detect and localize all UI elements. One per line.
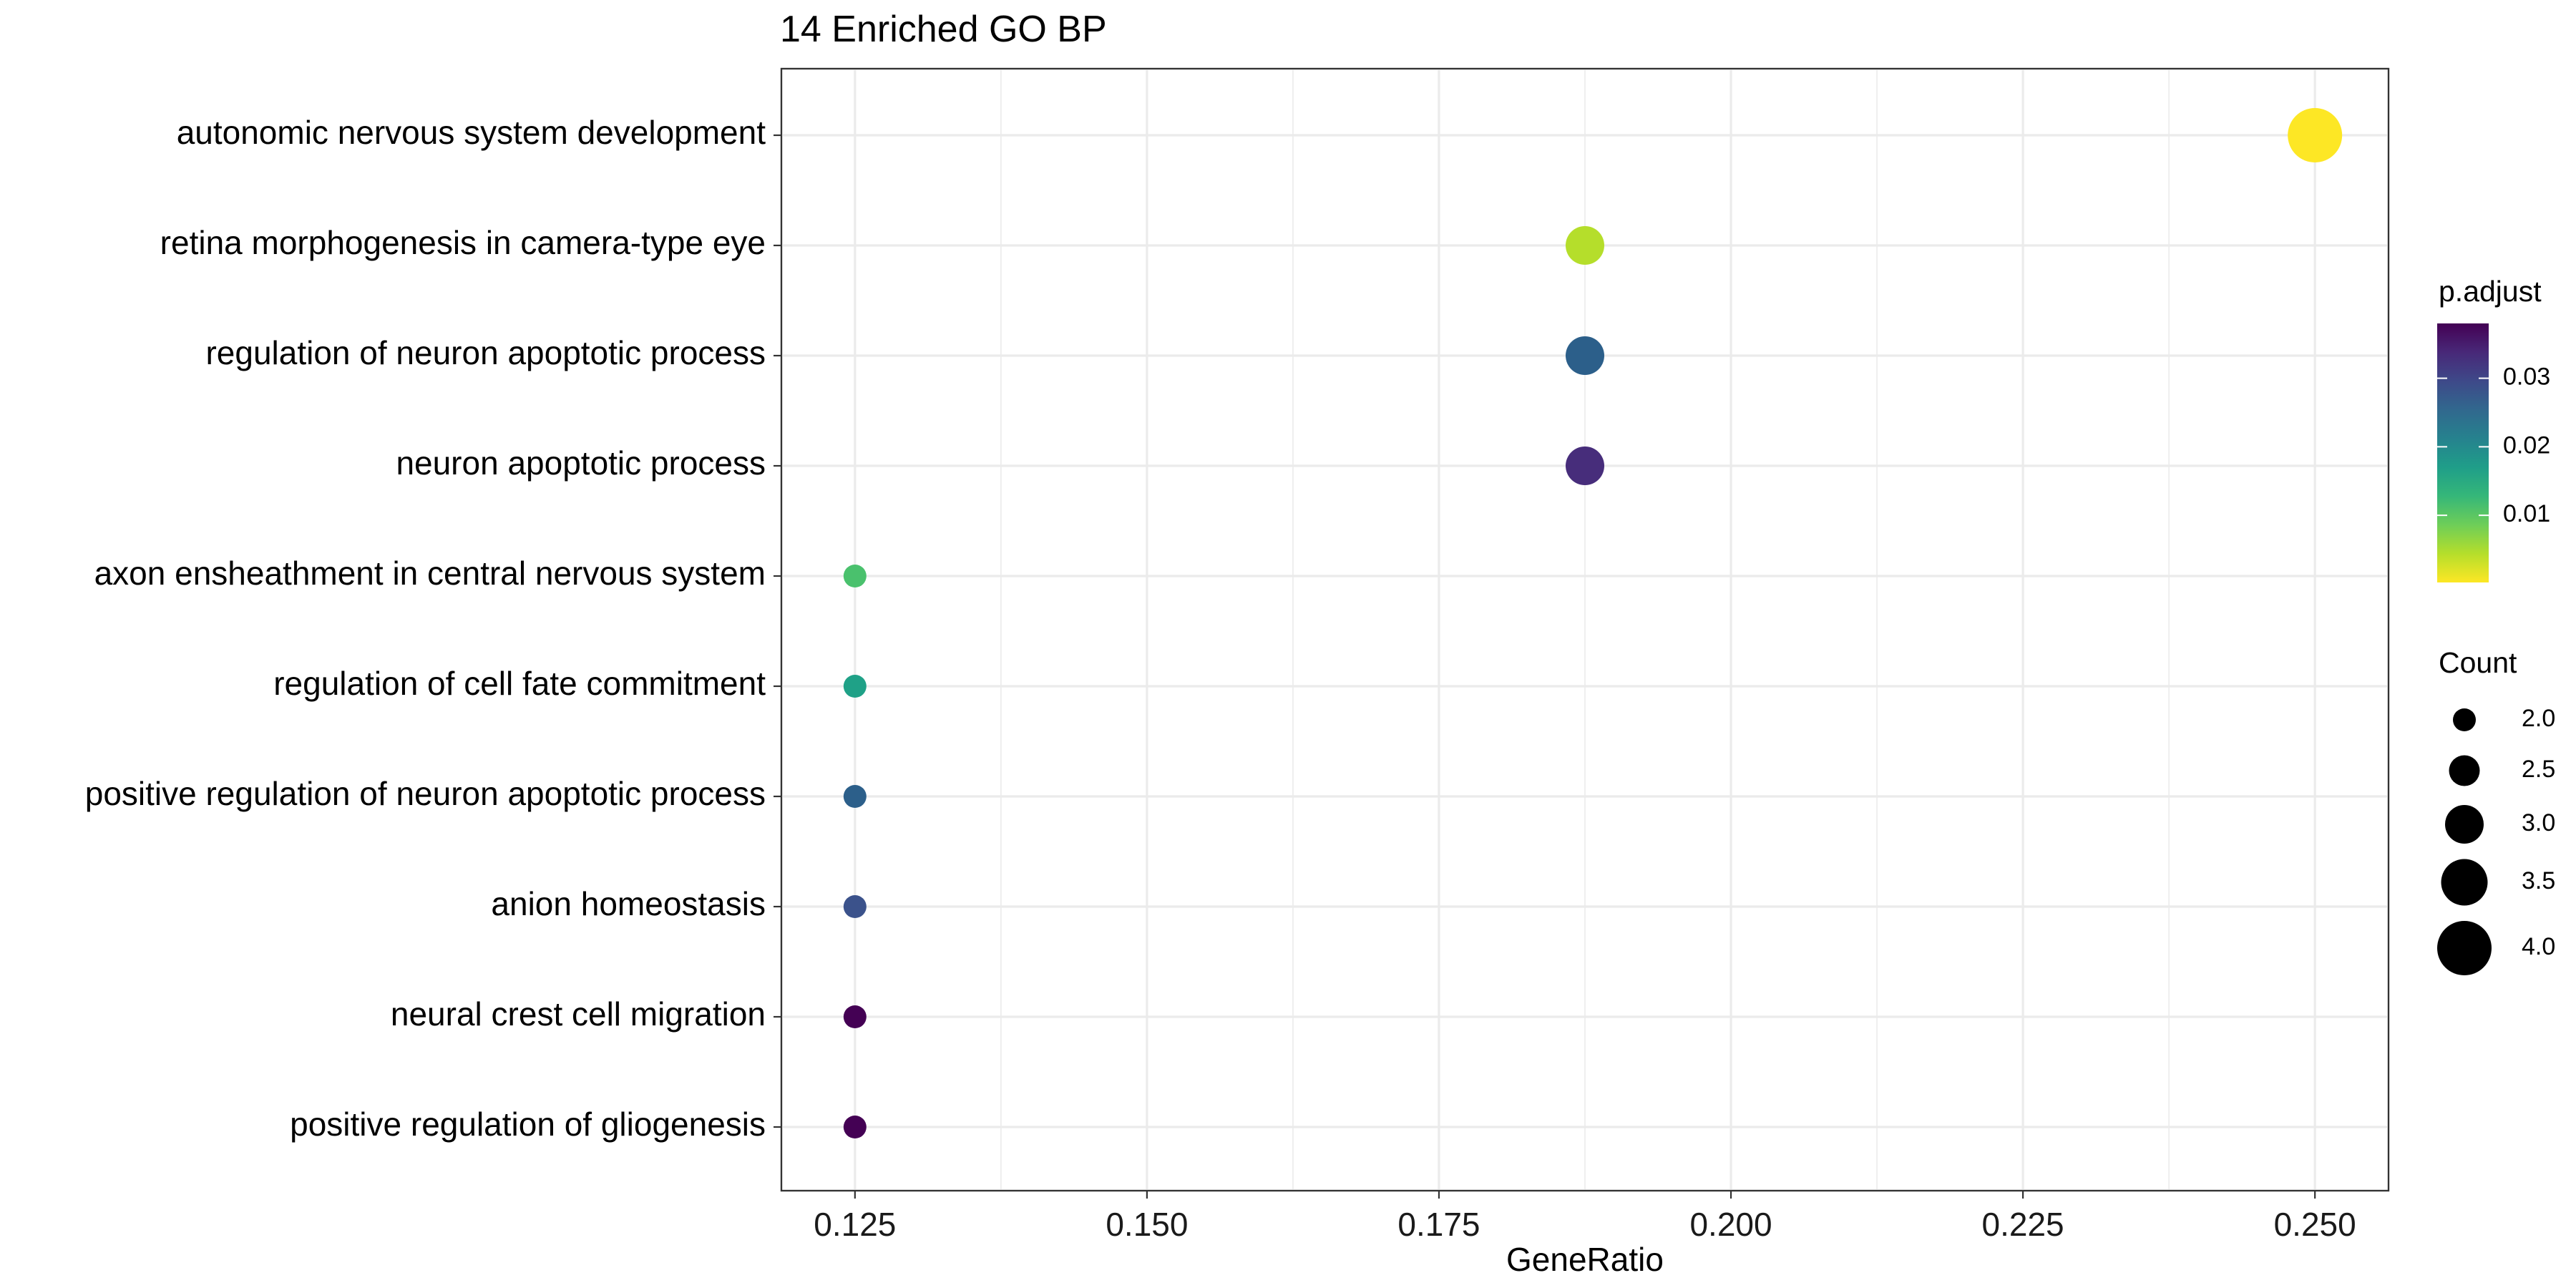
- x-tick-label: 0.150: [1106, 1206, 1188, 1243]
- plot-panel-border: [780, 67, 2390, 1192]
- y-tick-label: regulation of neuron apoptotic process: [205, 334, 766, 371]
- size-legend-label: 2.0: [2522, 705, 2555, 732]
- grid-lines: [781, 69, 2389, 1191]
- size-legend-key: [2437, 921, 2492, 975]
- data-point: [843, 785, 867, 808]
- x-axis: 0.125 0.150 0.175 0.200 0.225 0.250: [814, 1191, 2356, 1243]
- x-tick-label: 0.175: [1397, 1206, 1480, 1243]
- data-point: [1566, 336, 1604, 375]
- colorbar-gradient: [2437, 323, 2489, 582]
- y-tick-label: retina morphogenesis in camera-type eye: [160, 224, 766, 261]
- y-tick-label: autonomic nervous system development: [177, 114, 766, 151]
- x-tick-label: 0.125: [814, 1206, 896, 1243]
- data-point: [843, 565, 867, 587]
- size-legend-label: 3.5: [2522, 867, 2555, 894]
- data-points: [843, 108, 2343, 1138]
- x-axis-title: GeneRatio: [1506, 1241, 1664, 1278]
- size-legend: 2.0 2.5 3.0 3.5 4.0: [2437, 705, 2555, 975]
- chart-title: 14 Enriched GO BP: [780, 9, 1107, 50]
- size-legend-key: [2441, 859, 2488, 906]
- size-legend-key: [2445, 805, 2484, 844]
- y-tick-label: positive regulation of gliogenesis: [290, 1106, 766, 1143]
- colorbar-tick-label: 0.01: [2503, 500, 2550, 527]
- x-tick-label: 0.250: [2274, 1206, 2356, 1243]
- data-point: [843, 1116, 867, 1138]
- y-tick-label: anion homeostasis: [491, 885, 766, 922]
- x-tick-label: 0.225: [1982, 1206, 2064, 1243]
- y-axis: autonomic nervous system development reti…: [85, 114, 781, 1143]
- data-point: [843, 1005, 867, 1028]
- y-tick-label: neuron apoptotic process: [396, 444, 766, 482]
- y-tick-label: neural crest cell migration: [391, 995, 766, 1033]
- data-point: [1566, 447, 1604, 485]
- data-point: [843, 895, 867, 918]
- y-tick-label: axon ensheathment in central nervous sys…: [94, 555, 766, 592]
- legend-color-title: p.adjust: [2439, 275, 2542, 308]
- colorbar: 0.01 0.02 0.03: [2437, 323, 2550, 582]
- colorbar-tick-label: 0.03: [2503, 364, 2550, 391]
- size-legend-label: 4.0: [2522, 933, 2555, 960]
- y-tick-label: regulation of cell fate commitment: [273, 665, 766, 702]
- colorbar-tick-label: 0.02: [2503, 431, 2550, 459]
- data-point: [2288, 108, 2343, 162]
- y-tick-label: positive regulation of neuron apoptotic …: [85, 775, 766, 812]
- data-point: [1566, 226, 1604, 265]
- x-tick-label: 0.200: [1689, 1206, 1772, 1243]
- legend-size-title: Count: [2439, 646, 2517, 679]
- size-legend-label: 3.0: [2522, 809, 2555, 836]
- data-point: [843, 675, 867, 698]
- size-legend-key: [2453, 708, 2476, 731]
- legend: p.adjust 0.01 0.02 0.03 Count 2.0 2.5 3.0 3.5…: [2437, 275, 2555, 975]
- size-legend-key: [2449, 755, 2480, 786]
- size-legend-label: 2.5: [2522, 756, 2555, 783]
